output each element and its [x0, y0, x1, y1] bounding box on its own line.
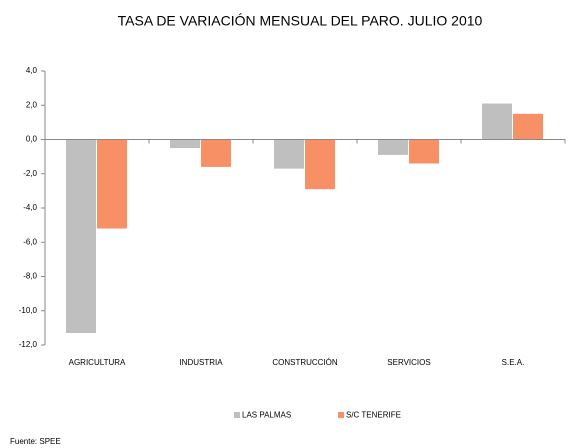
legend-swatch	[338, 412, 344, 418]
x-tick-label: AGRICULTURA	[69, 358, 126, 367]
y-tick-label: -6,0	[23, 237, 37, 246]
y-tick-label: 2,0	[26, 100, 38, 109]
y-tick-label: -2,0	[23, 169, 37, 178]
bar	[201, 139, 231, 167]
x-tick-label: CONSTRUCCIÓN	[272, 358, 338, 367]
bar	[378, 139, 408, 155]
y-tick-label: 4,0	[26, 66, 38, 75]
bar	[482, 103, 512, 140]
x-tick-label: INDUSTRIA	[179, 358, 223, 367]
bar	[409, 139, 439, 164]
x-tick-label: S.E.A.	[502, 358, 525, 367]
bar	[305, 139, 335, 190]
bar	[170, 139, 200, 149]
legend-swatch	[234, 412, 240, 418]
bar	[66, 139, 96, 334]
legend-label: LAS PALMAS	[242, 411, 291, 420]
y-tick-label: 0,0	[26, 135, 38, 144]
y-tick-label: -12,0	[19, 340, 38, 349]
y-tick-label: -8,0	[23, 272, 37, 281]
legend-label: S/C TENERIFE	[346, 411, 401, 420]
chart-title: TASA DE VARIACIÓN MENSUAL DEL PARO. JULI…	[118, 13, 483, 29]
bar	[97, 139, 127, 229]
bar	[274, 139, 304, 169]
bar	[513, 113, 543, 140]
x-tick-label: SERVICIOS	[387, 358, 430, 367]
source: Fuente: SPEE	[10, 437, 61, 446]
y-tick-label: -10,0	[19, 306, 38, 315]
y-tick-label: -4,0	[23, 203, 37, 212]
